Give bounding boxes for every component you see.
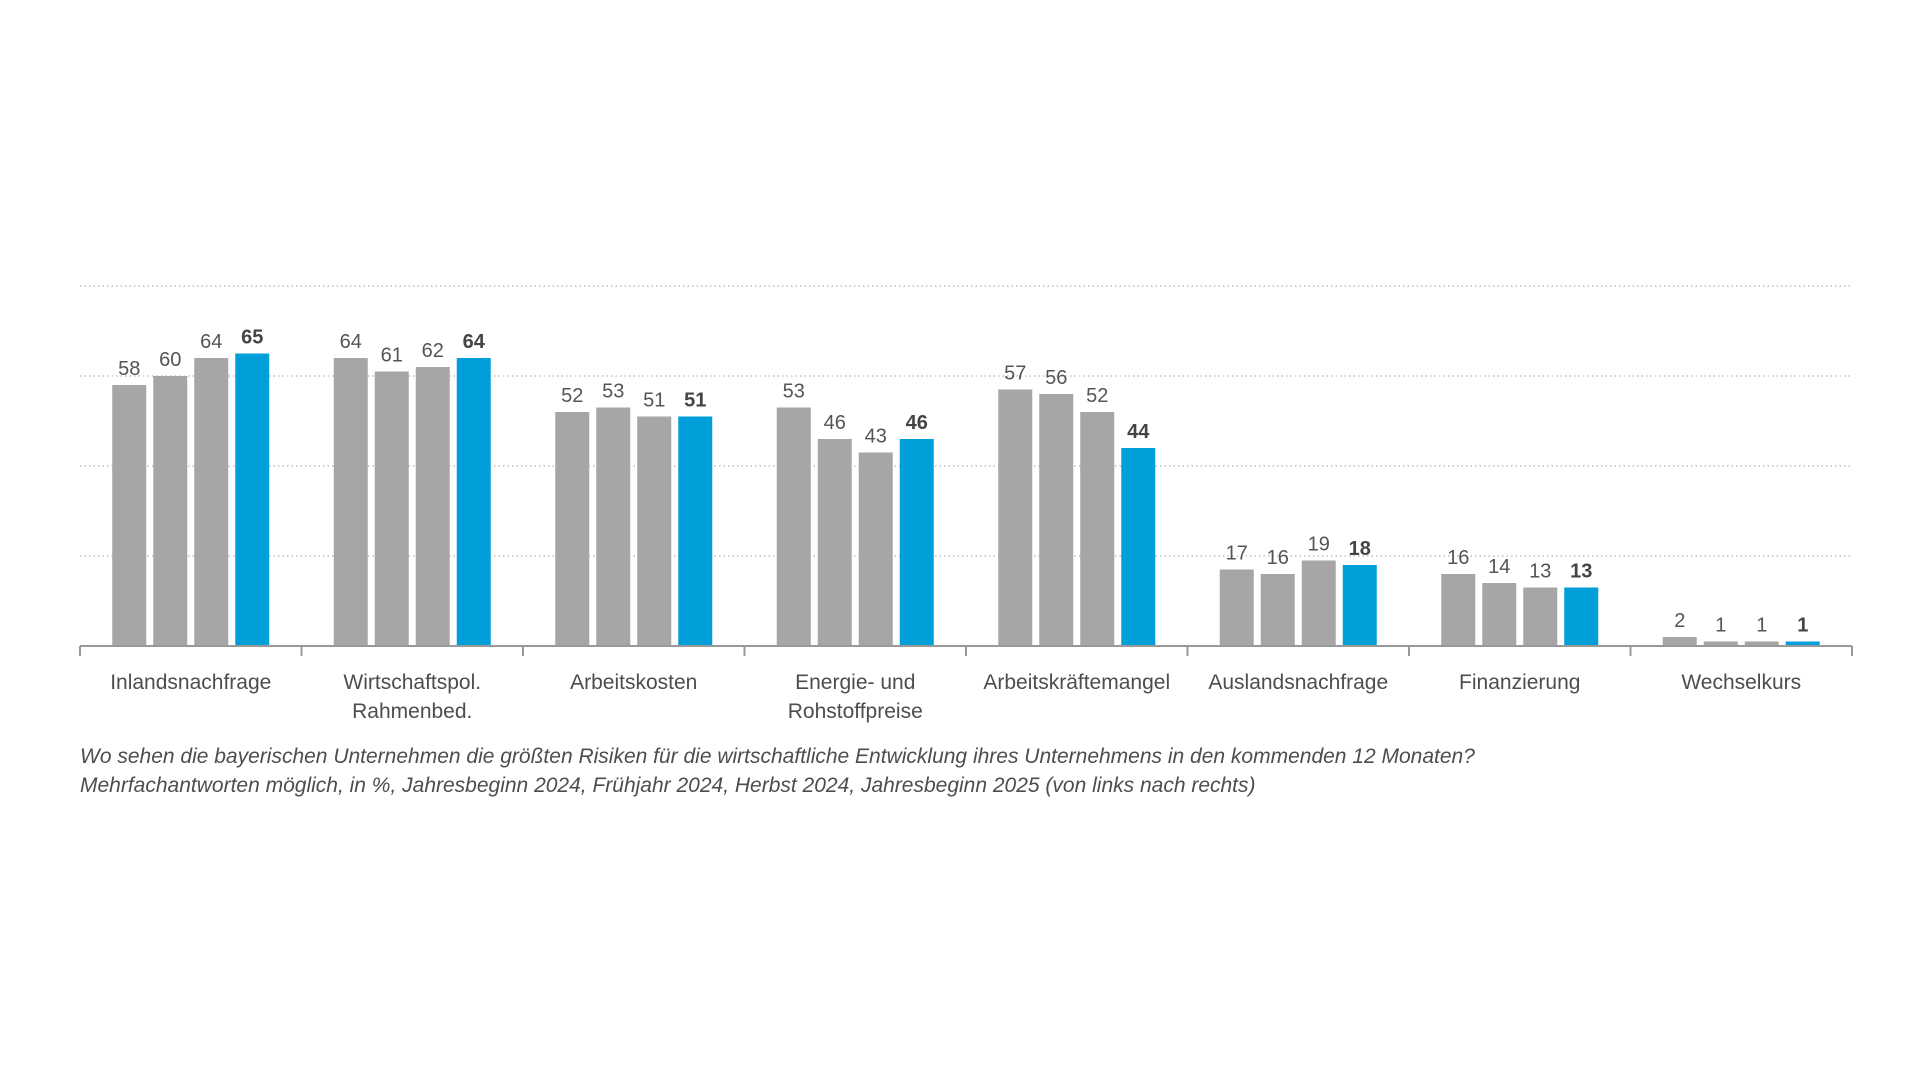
bar xyxy=(194,358,229,646)
bar xyxy=(1219,569,1254,646)
category-label: Arbeitskosten xyxy=(570,671,697,694)
bar xyxy=(1564,587,1599,646)
value-label: 46 xyxy=(824,412,846,434)
value-label: 51 xyxy=(643,390,665,412)
value-label: 53 xyxy=(602,381,624,403)
value-label: 64 xyxy=(200,331,222,353)
category-label: Arbeitskräftemangel xyxy=(983,671,1170,694)
value-label: 62 xyxy=(422,340,444,362)
value-label: 57 xyxy=(1004,363,1026,385)
value-label: 43 xyxy=(865,426,887,448)
bars xyxy=(112,353,1820,646)
category-label: Wirtschaftspol. xyxy=(343,671,481,694)
bar xyxy=(1260,574,1295,646)
bar xyxy=(596,407,631,646)
category-label: Rahmenbed. xyxy=(352,700,472,723)
value-label: 51 xyxy=(684,390,706,412)
value-label: 44 xyxy=(1127,421,1150,443)
category-label: Finanzierung xyxy=(1459,671,1580,694)
bar xyxy=(235,353,270,646)
value-label: 60 xyxy=(159,349,181,371)
bar xyxy=(333,358,368,646)
bar xyxy=(899,439,934,646)
bar xyxy=(1039,394,1074,646)
bar xyxy=(374,371,409,646)
bar xyxy=(1342,565,1377,646)
bar xyxy=(1744,641,1779,646)
caption-line-1: Wo sehen die bayerischen Unternehmen die… xyxy=(80,745,1475,768)
category-labels: Inlandsnachfrage Wirtschaftspol. Rahmenbed… xyxy=(110,671,1801,723)
value-label: 58 xyxy=(118,358,140,380)
bar xyxy=(1080,412,1115,646)
value-label: 18 xyxy=(1349,538,1371,560)
bar xyxy=(637,416,672,646)
caption-line-2: Mehrfachantworten möglich, in %, Jahresb… xyxy=(80,774,1256,797)
bar xyxy=(1301,560,1336,646)
bar xyxy=(1662,637,1697,646)
x-axis xyxy=(79,645,1853,656)
category-label: Inlandsnachfrage xyxy=(110,671,271,694)
value-label: 1 xyxy=(1715,615,1726,637)
value-label: 53 xyxy=(783,381,805,403)
bar xyxy=(555,412,590,646)
value-labels: 58 60 64 65 64 61 62 64 52 53 51 51 53 46 43 46 57 56 52 44… xyxy=(118,327,1808,637)
value-label: 17 xyxy=(1226,543,1248,565)
category-label: Energie- und xyxy=(795,671,915,694)
value-label: 16 xyxy=(1267,547,1289,569)
value-label: 13 xyxy=(1529,561,1551,583)
chart-caption: Wo sehen die bayerischen Unternehmen die… xyxy=(80,742,1840,800)
bar xyxy=(1785,641,1820,646)
value-label: 19 xyxy=(1308,534,1330,556)
bar xyxy=(1523,587,1558,646)
category-label: Auslandsnachfrage xyxy=(1208,671,1388,694)
bar xyxy=(1441,574,1476,646)
bar xyxy=(112,385,147,646)
value-label: 64 xyxy=(340,331,362,353)
bar xyxy=(817,439,852,646)
category-label: Rohstoffpreise xyxy=(788,700,923,723)
value-label: 52 xyxy=(561,385,583,407)
bar xyxy=(415,367,450,646)
value-label: 52 xyxy=(1086,385,1108,407)
bar xyxy=(678,416,713,646)
value-label: 1 xyxy=(1797,615,1808,637)
value-label: 16 xyxy=(1447,547,1469,569)
bar xyxy=(456,358,491,646)
gridlines xyxy=(80,285,1852,557)
bar xyxy=(153,376,188,646)
bar xyxy=(1121,448,1156,646)
bar xyxy=(1703,641,1738,646)
value-label: 1 xyxy=(1756,615,1767,637)
value-label: 13 xyxy=(1570,561,1592,583)
bar xyxy=(776,407,811,646)
value-label: 46 xyxy=(906,412,928,434)
value-label: 61 xyxy=(381,345,403,367)
bar xyxy=(998,389,1033,646)
value-label: 2 xyxy=(1674,610,1685,632)
value-label: 14 xyxy=(1488,556,1510,578)
bar xyxy=(1482,583,1517,646)
value-label: 64 xyxy=(463,331,486,353)
category-label: Wechselkurs xyxy=(1681,671,1801,694)
bar xyxy=(858,452,893,646)
value-label: 65 xyxy=(241,327,263,349)
value-label: 56 xyxy=(1045,367,1067,389)
